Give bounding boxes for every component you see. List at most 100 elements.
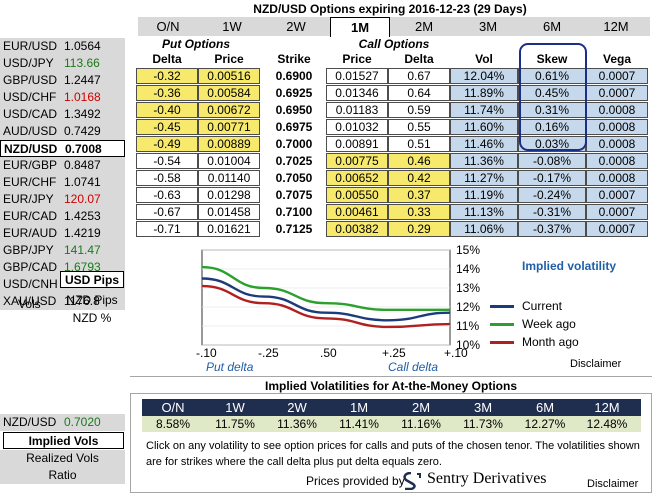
vol-cell[interactable]: 11.36% (450, 153, 518, 169)
skew-cell[interactable]: 0.03% (518, 136, 586, 152)
chart-disclaimer-link[interactable]: Disclaimer (570, 358, 622, 370)
atm-volatility-value[interactable]: 11.73% (463, 417, 503, 431)
call-delta-cell[interactable]: 0.64 (388, 85, 450, 101)
pair-item[interactable]: USD/JPY 113.66 (0, 55, 125, 72)
vega-cell[interactable]: 0.0008 (586, 153, 648, 169)
atm-volatility-value[interactable]: 8.58% (155, 417, 191, 431)
atm-tenor-label[interactable]: 1M (349, 400, 369, 415)
realized-vols-option[interactable]: Realized Vols (0, 450, 125, 467)
put-price-cell[interactable]: 0.00771 (198, 119, 260, 135)
pair-item[interactable]: EUR/AUD 1.4219 (0, 225, 125, 242)
nzd-pips-option[interactable]: NZD Pips (66, 293, 118, 307)
call-price-cell[interactable]: 0.01346 (326, 85, 388, 101)
vol-cell[interactable]: 11.13% (450, 204, 518, 220)
skew-cell[interactable]: -0.37% (518, 221, 586, 237)
pair-item[interactable]: USD/CAD 1.3492 (0, 106, 125, 123)
put-price-cell[interactable]: 0.00672 (198, 102, 260, 118)
skew-cell[interactable]: -0.24% (518, 187, 586, 203)
put-delta-cell[interactable]: -0.63 (136, 187, 198, 203)
pair-item[interactable]: AUD/USD 0.7429 (0, 123, 125, 140)
call-delta-cell[interactable]: 0.51 (388, 136, 450, 152)
atm-volatility-value[interactable]: 12.27% (524, 417, 566, 431)
skew-cell[interactable]: -0.17% (518, 170, 586, 186)
atm-disclaimer-link[interactable]: Disclaimer (587, 478, 639, 490)
pair-item[interactable]: NZD/USD 0.7008 (0, 140, 125, 157)
put-price-cell[interactable]: 0.01004 (198, 153, 260, 169)
tab-tenor[interactable]: 12M (603, 19, 629, 34)
vol-cell[interactable]: 11.74% (450, 102, 518, 118)
atm-tenor-label[interactable]: 6M (535, 400, 555, 415)
tab-tenor[interactable]: 6M (542, 19, 562, 34)
call-delta-cell[interactable]: 0.42 (388, 170, 450, 186)
put-price-cell[interactable]: 0.01621 (198, 221, 260, 237)
call-price-cell[interactable]: 0.00382 (326, 221, 388, 237)
pair-item[interactable]: GBP/USD 1.2447 (0, 72, 125, 89)
atm-tenor-label[interactable]: 3M (473, 400, 493, 415)
put-price-cell[interactable]: 0.01140 (198, 170, 260, 186)
vega-cell[interactable]: 0.0007 (586, 68, 648, 84)
vol-cell[interactable]: 11.46% (450, 136, 518, 152)
pair-item[interactable]: EUR/GBP 0.8487 (0, 157, 125, 174)
pair-item[interactable]: EUR/CAD 1.4253 (0, 208, 125, 225)
atm-tenor-label[interactable]: 2W (287, 400, 307, 415)
tab-tenor[interactable]: 1M (330, 17, 390, 37)
vega-cell[interactable]: 0.0007 (586, 204, 648, 220)
ratio-option[interactable]: Ratio (0, 467, 125, 484)
vol-cell[interactable]: 11.27% (450, 170, 518, 186)
skew-cell[interactable]: 0.45% (518, 85, 586, 101)
put-delta-cell[interactable]: -0.49 (136, 136, 198, 152)
call-price-cell[interactable]: 0.00461 (326, 204, 388, 220)
vega-cell[interactable]: 0.0008 (586, 170, 648, 186)
vega-cell[interactable]: 0.0007 (586, 187, 648, 203)
vega-cell[interactable]: 0.0008 (586, 136, 648, 152)
vega-cell[interactable]: 0.0008 (586, 102, 648, 118)
pair-item[interactable]: XAU/USD 1176.8 (0, 293, 125, 310)
call-price-cell[interactable]: 0.00775 (326, 153, 388, 169)
call-delta-cell[interactable]: 0.33 (388, 204, 450, 220)
put-price-cell[interactable]: 0.00584 (198, 85, 260, 101)
atm-volatility-value[interactable]: 11.16% (401, 417, 441, 431)
vega-cell[interactable]: 0.0007 (586, 85, 648, 101)
sentry-derivatives-logo[interactable]: Sentry Derivatives (427, 470, 547, 487)
tab-tenor[interactable]: 3M (478, 19, 498, 34)
call-delta-cell[interactable]: 0.46 (388, 153, 450, 169)
atm-tenor-label[interactable]: 1W (225, 400, 245, 415)
put-price-cell[interactable]: 0.01458 (198, 204, 260, 220)
put-delta-cell[interactable]: -0.36 (136, 85, 198, 101)
atm-tenor-label[interactable]: 2M (411, 400, 431, 415)
call-delta-cell[interactable]: 0.55 (388, 119, 450, 135)
vega-cell[interactable]: 0.0008 (586, 119, 648, 135)
nzd-percent-option[interactable]: NZD % (72, 311, 112, 325)
vol-cell[interactable]: 11.60% (450, 119, 518, 135)
atm-volatility-value[interactable]: 12.48% (586, 417, 628, 431)
put-delta-cell[interactable]: -0.54 (136, 153, 198, 169)
put-price-cell[interactable]: 0.00516 (198, 68, 260, 84)
atm-tenor-label[interactable]: 12M (594, 400, 620, 415)
call-price-cell[interactable]: 0.00550 (326, 187, 388, 203)
vol-cell[interactable]: 11.19% (450, 187, 518, 203)
put-delta-cell[interactable]: -0.58 (136, 170, 198, 186)
call-delta-cell[interactable]: 0.59 (388, 102, 450, 118)
skew-cell[interactable]: 0.31% (518, 102, 586, 118)
put-price-cell[interactable]: 0.00889 (198, 136, 260, 152)
call-price-cell[interactable]: 0.01032 (326, 119, 388, 135)
vol-cell[interactable]: 11.06% (450, 221, 518, 237)
put-delta-cell[interactable]: -0.71 (136, 221, 198, 237)
put-delta-cell[interactable]: -0.67 (136, 204, 198, 220)
put-delta-cell[interactable]: -0.32 (136, 68, 198, 84)
put-delta-cell[interactable]: -0.40 (136, 102, 198, 118)
call-delta-cell[interactable]: 0.37 (388, 187, 450, 203)
vega-cell[interactable]: 0.0007 (586, 221, 648, 237)
skew-cell[interactable]: -0.31% (518, 204, 586, 220)
call-delta-cell[interactable]: 0.67 (388, 68, 450, 84)
atm-volatility-value[interactable]: 11.36% (277, 417, 317, 431)
put-price-cell[interactable]: 0.01298 (198, 187, 260, 203)
atm-tenor-label[interactable]: O/N (161, 400, 185, 415)
tab-tenor[interactable]: 1W (222, 19, 242, 34)
call-price-cell[interactable]: 0.01183 (326, 102, 388, 118)
vol-cell[interactable]: 12.04% (450, 68, 518, 84)
pair-item[interactable]: GBP/CAD 1.6793 (0, 259, 125, 276)
tab-tenor[interactable]: 2W (286, 19, 306, 34)
tab-tenor[interactable]: 2M (414, 19, 434, 34)
skew-cell[interactable]: 0.61% (518, 68, 586, 84)
